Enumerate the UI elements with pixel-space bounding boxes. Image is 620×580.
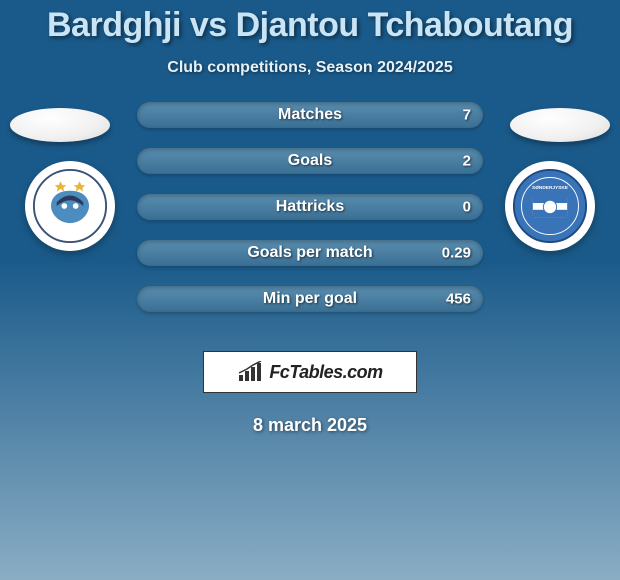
player-disc-left — [10, 108, 110, 142]
stat-label: Matches — [137, 106, 483, 124]
chart-icon — [237, 361, 263, 383]
stat-value-right: 0.29 — [442, 245, 471, 262]
stat-value-right: 456 — [446, 291, 471, 308]
stat-row-mpg: Min per goal 456 — [137, 286, 483, 312]
badge-right-icon: SØNDERJYSKE — [512, 168, 588, 244]
stat-label: Min per goal — [137, 290, 483, 308]
player-disc-right — [510, 108, 610, 142]
stat-label: Goals — [137, 152, 483, 170]
team-badge-left — [25, 161, 115, 251]
stat-value-right: 7 — [463, 107, 471, 124]
page-title: Bardghji vs Djantou Tchaboutang — [0, 6, 620, 45]
svg-text:SØNDERJYSKE: SØNDERJYSKE — [532, 185, 568, 191]
branding-text: FcTables.com — [269, 362, 382, 383]
stat-value-right: 2 — [463, 153, 471, 170]
stats-list: Matches 7 Goals 2 Hattricks 0 Goals per … — [137, 102, 483, 332]
date-text: 8 march 2025 — [0, 415, 620, 436]
stat-label: Hattricks — [137, 198, 483, 216]
main-area: SØNDERJYSKE Matches 7 Goals 2 Hattricks … — [0, 111, 620, 331]
stat-value-right: 0 — [463, 199, 471, 216]
comparison-card: Bardghji vs Djantou Tchaboutang Club com… — [0, 0, 620, 580]
stat-row-hattricks: Hattricks 0 — [137, 194, 483, 220]
stat-label: Goals per match — [137, 244, 483, 262]
stat-row-gpm: Goals per match 0.29 — [137, 240, 483, 266]
branding-box[interactable]: FcTables.com — [203, 351, 417, 393]
stat-row-goals: Goals 2 — [137, 148, 483, 174]
page-subtitle: Club competitions, Season 2024/2025 — [0, 59, 620, 77]
team-badge-right: SØNDERJYSKE — [505, 161, 595, 251]
stat-row-matches: Matches 7 — [137, 102, 483, 128]
badge-left-icon — [32, 168, 108, 244]
